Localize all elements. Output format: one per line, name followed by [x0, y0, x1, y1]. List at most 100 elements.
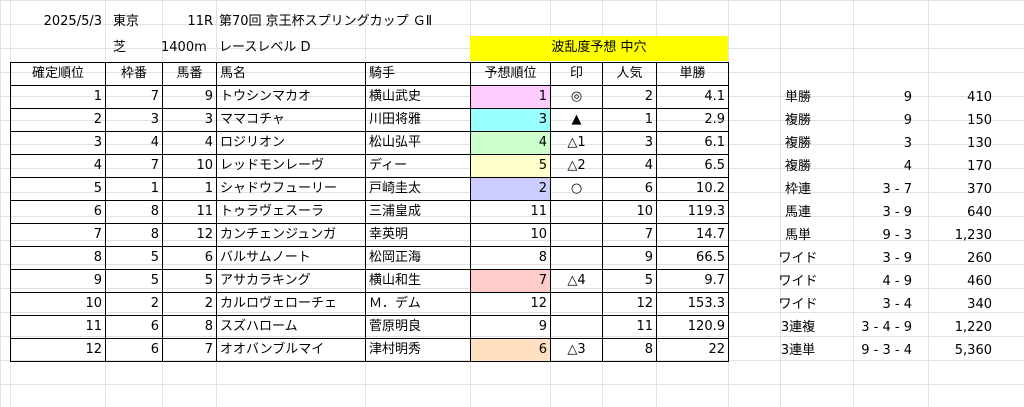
horse-name-cell[interactable]: スズハローム — [216, 315, 366, 339]
payout-amount-cell[interactable]: 340 — [967, 297, 992, 312]
gate-cell[interactable]: 2 — [105, 292, 163, 316]
jockey-cell[interactable]: 津村明秀 — [365, 338, 471, 362]
jockey-cell[interactable]: 横山和生 — [365, 269, 471, 293]
jockey-cell[interactable]: 松岡正海 — [365, 246, 471, 270]
number-cell[interactable]: 9 — [162, 85, 217, 109]
col-header-mark[interactable]: 印 — [550, 62, 603, 86]
payout-combo-cell[interactable]: 3 - 9 — [882, 205, 913, 220]
number-cell[interactable]: 7 — [162, 338, 217, 362]
payout-combo-cell[interactable]: 3 - 9 — [882, 251, 913, 266]
number-cell[interactable]: 11 — [162, 200, 217, 224]
jockey-cell[interactable]: ディー — [365, 154, 471, 178]
finish-cell[interactable]: 7 — [10, 223, 106, 247]
payout-combo-cell[interactable]: 9 — [903, 113, 912, 128]
mark-cell[interactable]: △3 — [550, 338, 603, 362]
col-header-finish[interactable]: 確定順位 — [10, 62, 106, 86]
prediction-cell[interactable]: 2 — [470, 177, 551, 201]
number-cell[interactable]: 2 — [162, 292, 217, 316]
col-header-gate[interactable]: 枠番 — [105, 62, 163, 86]
col-header-popularity[interactable]: 人気 — [602, 62, 657, 86]
finish-cell[interactable]: 8 — [10, 246, 106, 270]
race-number[interactable]: 11R — [187, 14, 213, 29]
odds-cell[interactable]: 6.1 — [656, 131, 729, 155]
finish-cell[interactable]: 2 — [10, 108, 106, 132]
popularity-cell[interactable]: 3 — [602, 131, 657, 155]
payout-type-cell[interactable]: 枠連 — [784, 182, 811, 197]
gate-cell[interactable]: 3 — [105, 108, 163, 132]
prediction-cell[interactable]: 4 — [470, 131, 551, 155]
horse-name-cell[interactable]: ママコチャ — [216, 108, 366, 132]
popularity-cell[interactable]: 10 — [602, 200, 657, 224]
finish-cell[interactable]: 1 — [10, 85, 106, 109]
odds-cell[interactable]: 153.3 — [656, 292, 729, 316]
gate-cell[interactable]: 6 — [105, 338, 163, 362]
number-cell[interactable]: 4 — [162, 131, 217, 155]
prediction-cell[interactable]: 6 — [470, 338, 551, 362]
gate-cell[interactable]: 5 — [105, 269, 163, 293]
race-name[interactable]: 第70回 京王杯スプリングカップ ＧⅡ — [219, 14, 433, 29]
payout-type-cell[interactable]: 複勝 — [784, 136, 811, 151]
horse-name-cell[interactable]: バルサムノート — [216, 246, 366, 270]
odds-cell[interactable]: 14.7 — [656, 223, 729, 247]
race-distance[interactable]: 1400m — [161, 40, 207, 55]
odds-cell[interactable]: 22 — [656, 338, 729, 362]
payout-combo-cell[interactable]: 4 - 9 — [882, 274, 913, 289]
gate-cell[interactable]: 6 — [105, 315, 163, 339]
mark-cell[interactable] — [550, 246, 603, 270]
odds-cell[interactable]: 10.2 — [656, 177, 729, 201]
payout-type-cell[interactable]: 馬単 — [784, 228, 811, 243]
finish-cell[interactable]: 9 — [10, 269, 106, 293]
finish-cell[interactable]: 6 — [10, 200, 106, 224]
payout-amount-cell[interactable]: 1,230 — [954, 228, 992, 243]
horse-name-cell[interactable]: トゥラヴェスーラ — [216, 200, 366, 224]
prediction-cell[interactable]: 12 — [470, 292, 551, 316]
payout-combo-cell[interactable]: 3 - 4 - 9 — [861, 320, 912, 335]
horse-name-cell[interactable]: シャドウフューリー — [216, 177, 366, 201]
popularity-cell[interactable]: 5 — [602, 269, 657, 293]
race-surface[interactable]: 芝 — [113, 40, 127, 55]
prediction-cell[interactable]: 9 — [470, 315, 551, 339]
odds-cell[interactable]: 119.3 — [656, 200, 729, 224]
payout-combo-cell[interactable]: 3 - 7 — [882, 182, 913, 197]
finish-cell[interactable]: 12 — [10, 338, 106, 362]
prediction-cell[interactable]: 5 — [470, 154, 551, 178]
payout-amount-cell[interactable]: 260 — [967, 251, 992, 266]
payout-amount-cell[interactable]: 5,360 — [954, 343, 992, 358]
col-header-horse[interactable]: 馬名 — [216, 62, 366, 86]
mark-cell[interactable] — [550, 292, 603, 316]
race-date[interactable]: 2025/5/3 — [43, 14, 102, 29]
horse-name-cell[interactable]: アサカラキング — [216, 269, 366, 293]
gate-cell[interactable]: 1 — [105, 177, 163, 201]
horse-name-cell[interactable]: レッドモンレーヴ — [216, 154, 366, 178]
jockey-cell[interactable]: 幸英明 — [365, 223, 471, 247]
payout-type-cell[interactable]: 馬連 — [784, 205, 811, 220]
odds-cell[interactable]: 120.9 — [656, 315, 729, 339]
payout-type-cell[interactable]: 3連複 — [780, 320, 816, 335]
jockey-cell[interactable]: 三浦皇成 — [365, 200, 471, 224]
jockey-cell[interactable]: 横山武史 — [365, 85, 471, 109]
payout-type-cell[interactable]: 複勝 — [784, 113, 811, 128]
number-cell[interactable]: 5 — [162, 269, 217, 293]
mark-cell[interactable]: ▲ — [550, 108, 603, 132]
payout-type-cell[interactable]: ワイド — [778, 297, 818, 312]
payout-amount-cell[interactable]: 150 — [967, 113, 992, 128]
finish-cell[interactable]: 3 — [10, 131, 106, 155]
finish-cell[interactable]: 5 — [10, 177, 106, 201]
horse-name-cell[interactable]: ロジリオン — [216, 131, 366, 155]
jockey-cell[interactable]: Ｍ．デム — [365, 292, 471, 316]
prediction-cell[interactable]: 11 — [470, 200, 551, 224]
race-venue[interactable]: 東京 — [113, 14, 140, 29]
jockey-cell[interactable]: 戸崎圭太 — [365, 177, 471, 201]
payout-amount-cell[interactable]: 410 — [967, 90, 992, 105]
payout-combo-cell[interactable]: 4 — [903, 159, 912, 174]
popularity-cell[interactable]: 7 — [602, 223, 657, 247]
prediction-cell[interactable]: 7 — [470, 269, 551, 293]
payout-combo-cell[interactable]: 3 - 4 — [882, 297, 913, 312]
popularity-cell[interactable]: 6 — [602, 177, 657, 201]
mark-cell[interactable] — [550, 315, 603, 339]
mark-cell[interactable]: ◎ — [550, 85, 603, 109]
horse-name-cell[interactable]: カルロヴェローチェ — [216, 292, 366, 316]
col-header-odds[interactable]: 単勝 — [656, 62, 729, 86]
popularity-cell[interactable]: 11 — [602, 315, 657, 339]
popularity-cell[interactable]: 4 — [602, 154, 657, 178]
